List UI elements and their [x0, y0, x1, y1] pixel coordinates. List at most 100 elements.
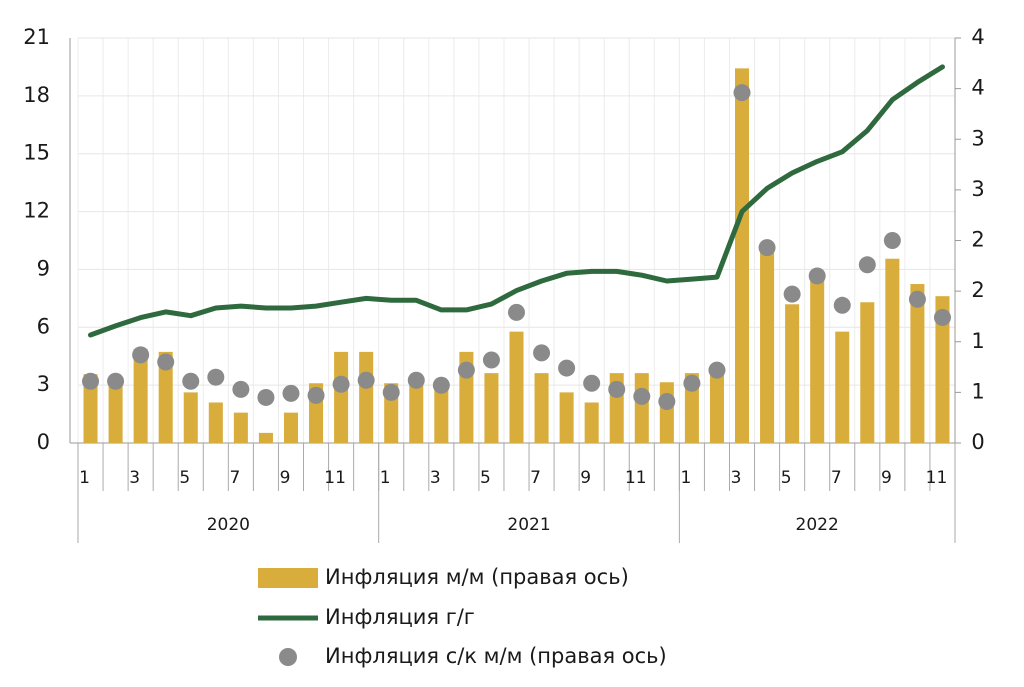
y-tick-label: 9	[37, 256, 50, 280]
dot	[357, 371, 375, 389]
bar	[409, 383, 424, 443]
dot	[457, 361, 475, 379]
dot	[558, 359, 576, 377]
dot	[583, 374, 601, 392]
dot	[758, 239, 776, 257]
bar	[133, 348, 148, 443]
dot	[858, 256, 876, 274]
dot	[808, 267, 826, 285]
dot	[783, 285, 801, 303]
bar	[584, 402, 599, 443]
bar	[785, 304, 800, 443]
y-tick-label: 21	[23, 25, 50, 49]
dot	[307, 386, 325, 404]
x-tick-label: 3	[731, 468, 742, 488]
dot	[482, 351, 500, 369]
bar	[434, 383, 449, 443]
x-tick-label: 5	[179, 468, 190, 488]
y-tick-label: 6	[37, 314, 50, 338]
bar	[258, 432, 273, 443]
bar	[734, 68, 750, 443]
bar	[183, 392, 198, 443]
y2-tick-label: 2	[971, 278, 984, 302]
dot	[132, 346, 150, 364]
y2-tick-label: 0	[971, 430, 984, 454]
bar	[659, 382, 674, 443]
x-tick-label: 9	[881, 468, 892, 488]
x-tick-label: 7	[831, 468, 842, 488]
y2-tick-label: 4	[971, 25, 984, 49]
x-tick-label: 1	[680, 468, 691, 488]
group-label: 2020	[207, 515, 250, 535]
bar	[334, 351, 349, 443]
legend-swatch	[279, 648, 297, 666]
x-tick-label: 1	[79, 468, 90, 488]
dot	[708, 361, 726, 379]
dot	[82, 372, 100, 390]
y-tick-label: 3	[37, 372, 50, 396]
bar	[835, 331, 850, 443]
dot	[332, 375, 350, 393]
dot	[382, 383, 400, 401]
bar	[935, 296, 950, 443]
legend-label: Инфляция г/г	[325, 605, 475, 629]
x-tick-label: 5	[781, 468, 792, 488]
y-tick-label: 12	[23, 199, 50, 223]
x-tick-label: 11	[625, 468, 647, 488]
x-tick-label: 1	[380, 468, 391, 488]
dot	[107, 372, 125, 390]
bar	[108, 386, 123, 443]
x-tick-label: 9	[280, 468, 291, 488]
dot	[257, 388, 275, 406]
bar	[83, 374, 98, 443]
bar	[484, 373, 499, 443]
legend-label: Инфляция с/к м/м (правая ось)	[325, 644, 667, 668]
bar	[559, 392, 574, 443]
dot	[608, 380, 626, 398]
dot	[633, 387, 651, 405]
x-tick-label: 11	[324, 468, 346, 488]
y-tick-label: 0	[37, 430, 50, 454]
group-label: 2022	[796, 515, 839, 535]
bar	[233, 412, 248, 443]
dot	[908, 290, 926, 308]
x-tick-label: 9	[580, 468, 591, 488]
legend-label: Инфляция м/м (правая ось)	[325, 565, 629, 589]
y2-tick-label: 4	[971, 76, 984, 100]
line	[88, 64, 945, 338]
dot	[182, 372, 200, 390]
bar	[359, 351, 374, 443]
dot	[683, 374, 701, 392]
dot	[508, 303, 525, 321]
dot	[658, 392, 676, 410]
x-tick-label: 5	[480, 468, 491, 488]
bar	[709, 373, 724, 443]
bar	[208, 402, 223, 443]
dot	[883, 232, 901, 249]
x-tick-label: 11	[926, 468, 948, 488]
dot	[282, 384, 300, 402]
dot	[833, 296, 851, 314]
x-tick-label: 7	[229, 468, 240, 488]
dot	[232, 380, 250, 398]
group-label: 2021	[507, 515, 550, 535]
bar	[810, 278, 825, 443]
dot	[407, 371, 425, 389]
dot	[933, 308, 951, 326]
x-tick-label: 7	[530, 468, 541, 488]
bar	[283, 412, 299, 443]
y2-tick-label: 3	[971, 177, 984, 201]
bar	[509, 331, 524, 443]
dot	[733, 84, 751, 102]
legend-swatch	[258, 568, 318, 588]
bar	[760, 246, 775, 443]
x-tick-label: 3	[430, 468, 441, 488]
dot	[533, 344, 551, 362]
y-tick-label: 18	[23, 83, 50, 107]
y2-tick-label: 3	[971, 126, 984, 150]
bar	[885, 258, 900, 443]
x-tick-label: 3	[129, 468, 140, 488]
bar	[910, 284, 925, 443]
bar	[634, 373, 649, 443]
